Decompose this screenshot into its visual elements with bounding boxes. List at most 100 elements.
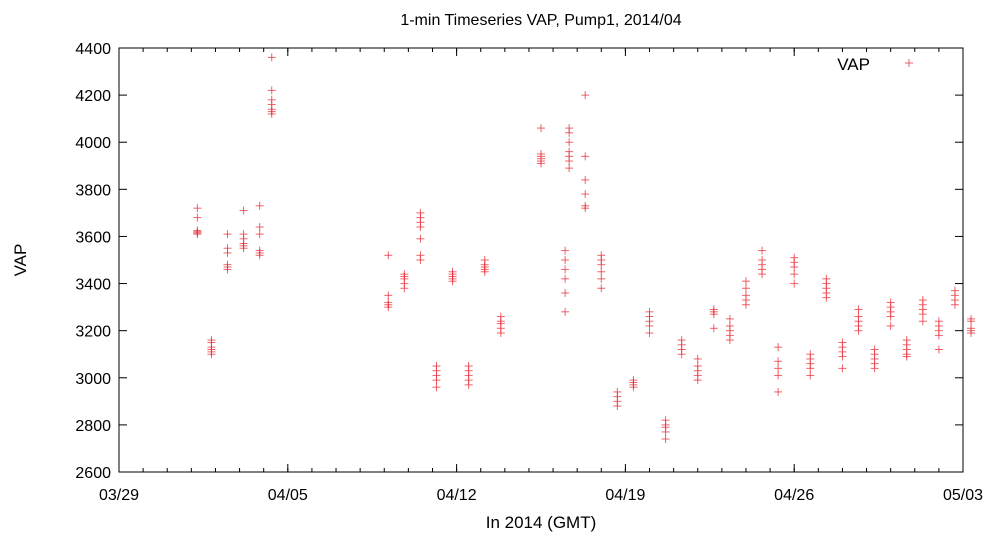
x-tick-label: 04/05: [268, 487, 308, 504]
data-points: [193, 53, 976, 444]
data-point: [677, 336, 686, 345]
data-point: [741, 284, 750, 293]
data-point: [432, 383, 441, 392]
data-point: [725, 321, 734, 330]
y-tick-label: 2800: [75, 418, 111, 435]
y-tick-label: 4000: [75, 135, 111, 152]
data-point: [709, 305, 718, 314]
chart-title: 1-min Timeseries VAP, Pump1, 2014/04: [400, 12, 681, 29]
data-point: [432, 362, 441, 370]
data-point: [496, 312, 505, 321]
x-tick-label: 04/12: [437, 487, 477, 504]
data-point: [448, 267, 457, 276]
data-point: [597, 284, 606, 293]
plot-frame: [118, 47, 964, 473]
y-tick-label: 4200: [75, 88, 111, 105]
data-point: [854, 312, 863, 321]
data-point: [581, 201, 590, 210]
data-point: [934, 317, 943, 326]
data-point: [838, 364, 847, 373]
data-point: [854, 305, 863, 314]
data-point: [416, 234, 425, 243]
x-tick-label: 04/19: [605, 487, 645, 504]
data-point: [581, 91, 590, 100]
data-point: [416, 208, 425, 217]
data-point: [193, 204, 202, 213]
legend-label: VAP: [837, 55, 870, 74]
data-point: [886, 321, 895, 330]
data-point: [267, 95, 276, 104]
y-tick-label: 3400: [75, 277, 111, 294]
data-point: [597, 251, 606, 260]
data-point: [661, 416, 670, 425]
data-point: [565, 138, 574, 147]
x-tick-label: 04/26: [774, 487, 814, 504]
data-point: [255, 223, 264, 232]
data-point: [774, 364, 783, 373]
data-point: [709, 324, 718, 333]
x-tick-label: 03/29: [99, 487, 139, 504]
data-point: [581, 152, 590, 161]
data-point: [239, 206, 248, 215]
data-point: [207, 336, 216, 345]
data-point: [565, 164, 574, 173]
data-point: [416, 251, 425, 260]
data-point: [918, 317, 927, 326]
y-axis-label: VAP: [11, 244, 30, 277]
data-point: [661, 435, 670, 444]
data-point: [967, 324, 976, 333]
data-point: [384, 251, 393, 260]
y-tick-label: 2600: [75, 465, 111, 482]
data-point: [239, 230, 248, 239]
data-point: [774, 387, 783, 396]
data-point: [480, 256, 489, 264]
data-point: [645, 329, 654, 338]
data-point: [806, 371, 815, 380]
data-point: [565, 124, 574, 133]
data-point: [561, 265, 570, 274]
data-point: [806, 350, 815, 359]
data-point: [918, 296, 927, 305]
data-point: [384, 298, 393, 307]
data-point: [561, 274, 570, 283]
data-point: [758, 256, 767, 264]
data-point: [693, 354, 702, 363]
data-point: [384, 291, 393, 300]
data-point: [223, 230, 232, 239]
data-point: [725, 314, 734, 323]
y-tick-label: 3600: [75, 229, 111, 246]
data-point: [822, 274, 831, 283]
data-point: [537, 150, 545, 158]
data-point: [774, 371, 783, 380]
data-point: [790, 279, 799, 288]
data-point: [597, 267, 606, 276]
legend-marker: [905, 59, 913, 67]
data-point: [774, 357, 783, 366]
data-point: [464, 362, 473, 370]
data-point: [758, 246, 767, 255]
data-point: [255, 201, 264, 210]
data-point: [255, 246, 264, 255]
data-point: [967, 314, 976, 323]
data-point: [693, 362, 702, 370]
x-axis: 03/29 04/05 04/12 04/19 04/26 05/03: [99, 48, 983, 504]
x-tick-label: 05/03: [943, 487, 983, 504]
data-point: [193, 226, 202, 235]
data-point: [267, 86, 276, 95]
data-point: [581, 190, 590, 199]
data-point: [223, 260, 232, 269]
data-point: [561, 288, 570, 297]
data-point: [870, 345, 879, 354]
data-point: [223, 244, 232, 253]
y-tick-label: 3000: [75, 371, 111, 388]
data-point: [886, 298, 895, 307]
data-point: [561, 307, 570, 316]
data-point: [193, 213, 202, 222]
data-point: [561, 246, 570, 255]
data-point: [741, 277, 750, 286]
data-point: [267, 53, 276, 62]
data-point: [838, 338, 847, 347]
data-point: [629, 376, 638, 385]
data-point: [537, 124, 545, 133]
